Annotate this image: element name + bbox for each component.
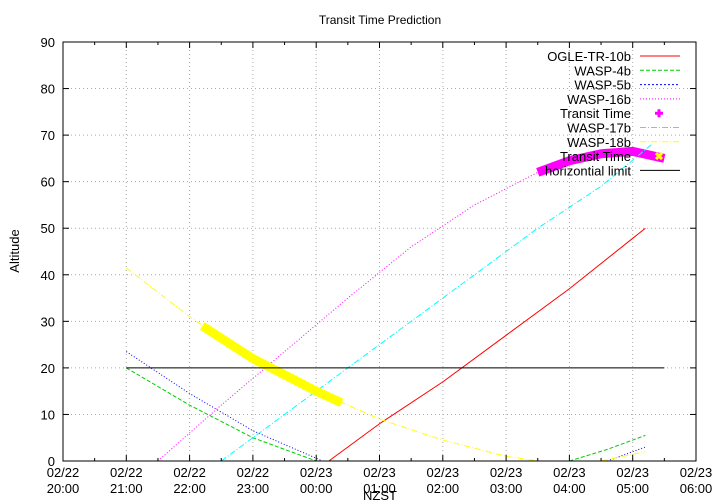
y-tick-label: 40 [41,268,55,283]
x-tick-time: 04:00 [553,481,586,496]
y-axis-ticks: 0 10 20 30 40 50 60 70 80 90 [41,35,696,469]
x-tick-time: 01:00 [363,481,396,496]
y-tick-label: 20 [41,361,55,376]
legend-label: OGLE-TR-10b [547,49,631,64]
x-axis-ticks: 02/2220:0002/2221:0002/2222:0002/2223:00… [47,42,713,496]
legend-plus-marker [655,109,663,118]
x-tick-time: 03:00 [490,481,523,496]
transit-band [199,322,344,407]
x-tick-date: 02/23 [363,465,396,480]
y-tick-label: 90 [41,35,55,50]
x-tick-date: 02/23 [680,465,713,480]
legend-label: WASP-17b [567,121,631,136]
y-tick-label: 0 [48,454,55,469]
legend-label: WASP-4b [574,63,631,78]
x-tick-date: 02/23 [490,465,523,480]
x-tick-date: 02/23 [300,465,333,480]
x-tick-time: 22:00 [173,481,206,496]
chart-title: Transit Time Prediction [319,13,441,27]
series-line [328,227,646,462]
legend: OGLE-TR-10bWASP-4bWASP-5bWASP-16bTransit… [545,49,680,178]
legend-label: Transit Time [560,106,631,121]
series-line [220,144,653,462]
legend-label: WASP-5b [574,78,631,93]
x-tick-time: 06:00 [680,481,713,496]
legend-cross-marker [654,152,664,161]
legend-label: horizontial limit [545,163,631,178]
x-tick-time: 20:00 [47,481,80,496]
x-tick-date: 02/23 [616,465,649,480]
x-tick-date: 02/22 [173,465,206,480]
x-axis-label: NZST [363,488,397,503]
x-tick-time: 23:00 [237,481,270,496]
y-tick-label: 50 [41,221,55,236]
y-tick-label: 60 [41,175,55,190]
series-line [157,171,538,462]
series-line [569,434,646,462]
series-line [125,267,538,462]
x-tick-date: 02/23 [553,465,586,480]
x-tick-time: 02:00 [427,481,460,496]
x-tick-date: 02/22 [110,465,143,480]
y-tick-label: 10 [41,407,55,422]
x-tick-time: 05:00 [616,481,649,496]
legend-label: Transit Time [560,149,631,164]
y-axis-label: Altitude [7,229,22,272]
x-tick-date: 02/22 [47,465,80,480]
y-tick-label: 70 [41,128,55,143]
x-tick-time: 21:00 [110,481,143,496]
series-line [126,367,317,462]
x-tick-date: 02/22 [237,465,270,480]
y-tick-label: 80 [41,82,55,97]
series-layer [125,144,666,462]
series-line [600,451,646,462]
y-tick-label: 30 [41,314,55,329]
legend-label: WASP-16b [567,92,631,107]
legend-label: WASP-18b [567,135,631,150]
x-tick-date: 02/23 [427,465,460,480]
transit-band [536,146,666,177]
x-tick-time: 00:00 [300,481,333,496]
